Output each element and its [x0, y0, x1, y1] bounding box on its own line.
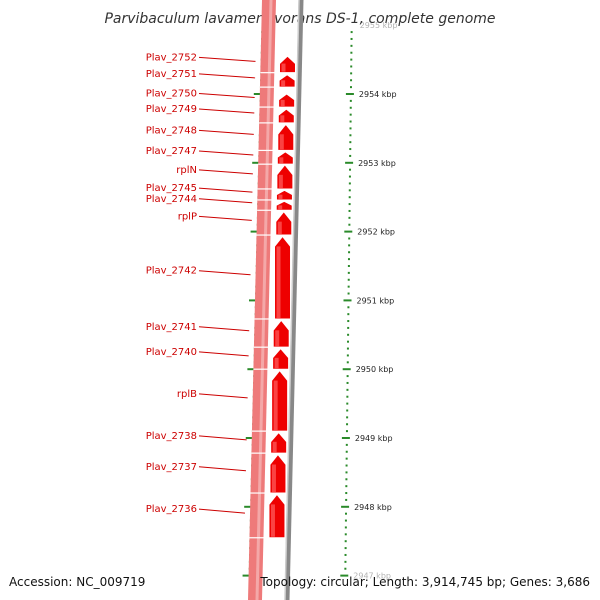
gene-label: Plav_2737: [146, 462, 197, 473]
gene-label-leader: [198, 215, 252, 221]
feature-band-track: [248, 0, 276, 600]
gene-label: rplB: [177, 389, 197, 400]
gene-label: Plav_2742: [146, 266, 197, 277]
gene-label: Plav_2740: [146, 347, 197, 358]
gene-label-leader: [198, 435, 247, 441]
gene-label: Plav_2749: [146, 104, 197, 115]
gene-label: Plav_2748: [146, 125, 197, 136]
scale-tick-label: 2949 kbp: [355, 434, 393, 443]
gene-label-leader: [198, 129, 254, 135]
gene-arrow-shade: [280, 115, 285, 122]
gene-arrow-shade: [281, 80, 286, 87]
gene-label-leader: [198, 187, 253, 193]
scale-tick-label: 2955 kbp: [360, 21, 398, 30]
gene-label-leader: [198, 93, 255, 99]
gene-track: [268, 55, 296, 539]
gene-label-leader: [198, 508, 246, 514]
scale-tick-label: 2947 kbp: [353, 572, 391, 581]
gene-label-leader: [198, 150, 254, 156]
gene-arrow-shade: [272, 441, 277, 453]
gene-label-leader: [198, 393, 248, 399]
accession-text: Accession: NC_009719: [9, 575, 145, 589]
topology-text: Topology: circular; Length: 3,914,745 bp…: [259, 575, 590, 589]
gene-label: Plav_2744: [146, 194, 197, 205]
gene-label: Plav_2750: [146, 89, 197, 100]
feature-band-highlight: [255, 0, 273, 600]
backbone-shine: [284, 0, 300, 600]
gene-arrow-shade: [279, 134, 284, 150]
gene-label: rplN: [176, 165, 197, 176]
gene-arrow-shade: [279, 157, 284, 164]
gene-arrow-shade: [274, 357, 279, 369]
gene-label: Plav_2741: [146, 322, 197, 333]
gene-label-leader: [198, 56, 256, 62]
gene-arrow-shade: [278, 174, 283, 188]
gene-label: Plav_2752: [146, 52, 197, 63]
scale-tick-label: 2953 kbp: [358, 159, 396, 168]
gene-label: Plav_2747: [146, 146, 197, 157]
scale-tick-label: 2951 kbp: [356, 296, 394, 305]
gene-label: Plav_2745: [146, 183, 197, 194]
gene-arrow-shade: [277, 221, 282, 235]
gene-arrow-shade: [271, 464, 276, 493]
gene-label-leader: [198, 270, 251, 276]
gene-label: Plav_2738: [146, 431, 197, 442]
kbp-scale: 2955 kbp 2954 kbp 2953 kbp 2952 kbp 2951 kbp…: [340, 21, 398, 581]
genome-backbone: [284, 0, 304, 600]
gene-arrow-shade: [273, 380, 278, 431]
gene-arrow-shade: [275, 330, 280, 347]
gene-label: rplP: [178, 211, 197, 222]
gene-label-leader: [198, 351, 249, 357]
gene-label: Plav_2736: [146, 504, 197, 515]
gene-arrow-shade: [278, 194, 283, 199]
scale-tick-label: 2952 kbp: [357, 228, 395, 237]
gene-label-leader: [198, 73, 256, 79]
gene-label-leader: [198, 198, 253, 204]
gene-label-leader: [198, 108, 255, 114]
gene-labels: Plav_2752 Plav_2751 Plav_2750 Plav_2749 Plav…: [146, 52, 256, 515]
gene-label-leader: [198, 169, 253, 175]
gene-arrow-shade: [280, 99, 285, 107]
gene-label-leader: [198, 326, 250, 332]
gene-arrow-shade: [281, 63, 286, 72]
scale-tick-label: 2948 kbp: [354, 503, 392, 512]
gene-label: Plav_2751: [146, 69, 197, 80]
gene-arrow-shade: [278, 205, 283, 210]
gene-arrow-shade: [270, 504, 275, 537]
scale-tick-label: 2954 kbp: [359, 90, 397, 99]
gene-label-leader: [198, 466, 246, 472]
scale-tick-label: 2950 kbp: [356, 365, 394, 374]
backbone-line: [284, 0, 304, 600]
gene-arrow-shade: [276, 246, 281, 318]
